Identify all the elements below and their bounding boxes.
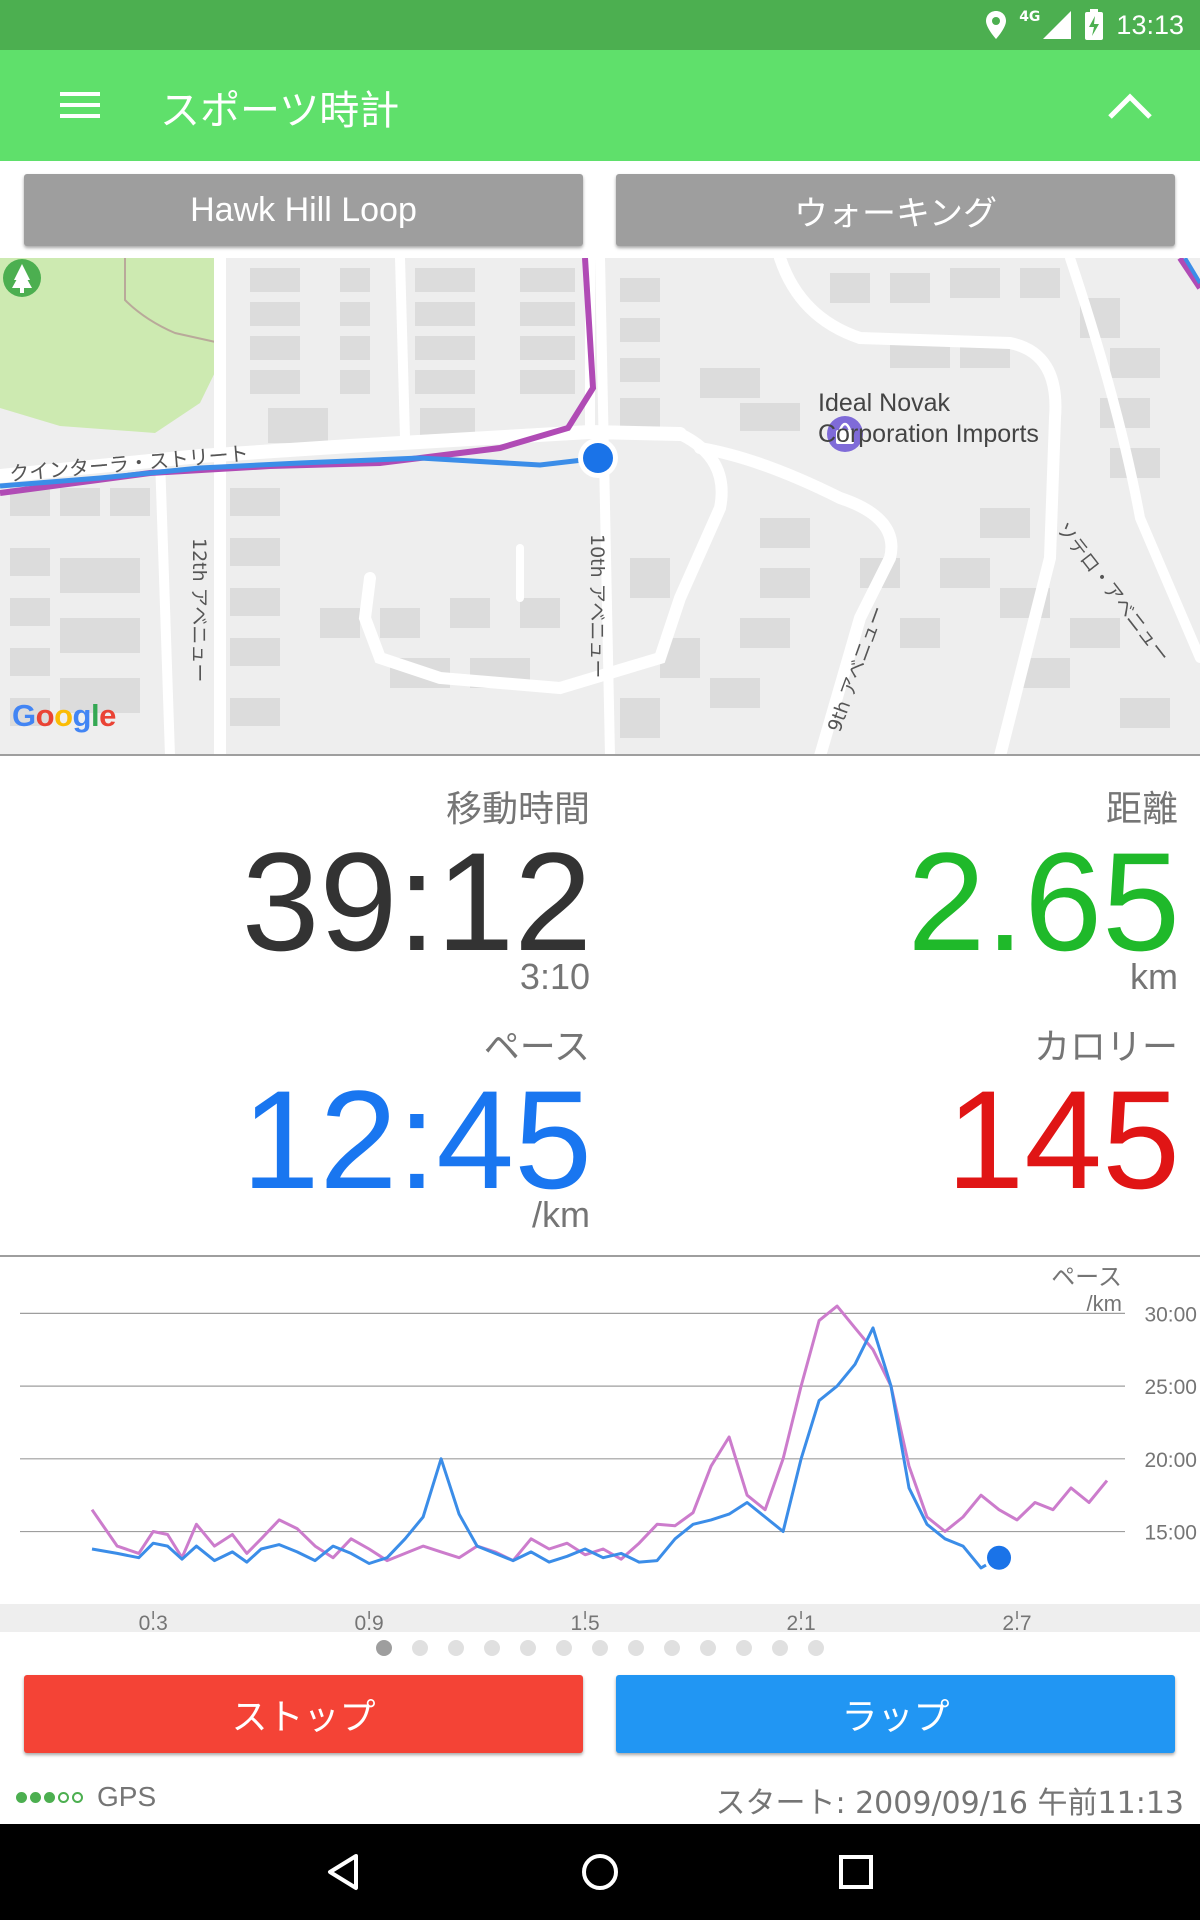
map-canvas <box>0 258 1200 754</box>
battery-charging-icon <box>1085 9 1104 40</box>
chart-y-tick-label: 15:00 <box>1144 1522 1197 1545</box>
system-nav-bar <box>0 1824 1200 1920</box>
map-view[interactable]: Ideal Novak Corporation Imports クインターラ・ス… <box>0 258 1200 756</box>
chart-current-point <box>987 1545 1012 1570</box>
gps-strength-dot <box>30 1791 41 1803</box>
home-button[interactable] <box>570 1842 630 1902</box>
gps-strength-dot <box>72 1791 83 1803</box>
calories-label: カロリー <box>1033 1027 1178 1068</box>
network-type-label: 4G <box>1019 9 1041 25</box>
page-dot[interactable] <box>736 1640 752 1656</box>
chart-y-tick-label: 20:00 <box>1144 1449 1197 1472</box>
moving-time-sub: 3:10 <box>519 956 590 997</box>
page-dot[interactable] <box>376 1640 392 1656</box>
map-street-label-10th: 10th アベニュー <box>586 534 608 679</box>
distance-label: 距離 <box>1105 789 1178 830</box>
chart-y-tick-label: 25:00 <box>1144 1376 1197 1399</box>
page-dot[interactable] <box>556 1640 572 1656</box>
recents-button[interactable] <box>826 1842 886 1902</box>
map-poi-label: Ideal Novak Corporation Imports <box>818 389 1039 448</box>
moving-time-label: 移動時間 <box>445 789 590 830</box>
gps-strength-indicator <box>16 1791 83 1803</box>
page-indicator <box>0 1640 1200 1660</box>
collapse-button[interactable] <box>1100 80 1160 130</box>
chart-x-tick-label: 0.3 <box>139 1612 168 1635</box>
pace-chart-svg: 30:00 25:00 20:00 15:00 ペース/km 0.3 0.9 1.5 2.1 2.… <box>20 1263 1197 1635</box>
location-icon <box>986 11 1007 39</box>
app-bar: スポーツ時計 <box>0 50 1200 161</box>
page-dot[interactable] <box>448 1640 464 1656</box>
home-icon <box>582 1854 618 1890</box>
page-dot[interactable] <box>628 1640 644 1656</box>
menu-icon <box>60 92 100 118</box>
chart-x-tick-label: 2.7 <box>1002 1612 1031 1635</box>
start-time: スタート: 2009/09/16 午前11:13 <box>715 1786 1184 1821</box>
chevron-up-icon <box>1108 93 1152 119</box>
google-logo: Google <box>12 698 116 733</box>
chart-y-tick-label: 30:00 <box>1144 1303 1197 1326</box>
distance-unit: km <box>1130 956 1178 997</box>
pace-value: 12:45 <box>241 1061 592 1218</box>
page-dot[interactable] <box>700 1640 716 1656</box>
page-dot[interactable] <box>412 1640 428 1656</box>
chart-x-tick-label: 2.1 <box>786 1612 815 1635</box>
back-icon <box>328 1854 358 1890</box>
page-dot[interactable] <box>772 1640 788 1656</box>
map-street-label-12th: 12th アベニュー <box>188 538 210 683</box>
status-time: 13:13 <box>1116 9 1184 40</box>
app-title: スポーツ時計 <box>160 88 400 134</box>
menu-button[interactable] <box>50 80 110 130</box>
chart-y-axis-unit: /km <box>1087 1291 1122 1316</box>
gps-strength-dot <box>16 1791 27 1803</box>
gps-strength-dot <box>44 1791 55 1803</box>
chart-x-axis-band <box>0 1604 1200 1632</box>
page-dot[interactable] <box>664 1640 680 1656</box>
page-dot[interactable] <box>592 1640 608 1656</box>
chart-series-line <box>91 1326 1000 1570</box>
status-bar: 4G 13:13 <box>0 0 1200 50</box>
chart-series-line <box>90 1304 1109 1563</box>
moving-time-value: 39:12 <box>241 823 592 980</box>
activity-select-button[interactable]: ウォーキング <box>616 174 1175 246</box>
recents-icon <box>839 1855 873 1889</box>
distance-value: 2.65 <box>907 823 1180 980</box>
chart-y-axis-label: ペース <box>1051 1263 1122 1291</box>
status-icons: 4G 13:13 <box>985 0 1184 50</box>
route-select-button[interactable]: Hawk Hill Loop <box>24 174 583 246</box>
lap-button[interactable]: ラップ <box>616 1675 1175 1753</box>
chart-x-tick-label: 0.9 <box>355 1612 384 1635</box>
gps-label: GPS <box>97 1781 157 1812</box>
calories-value: 145 <box>946 1061 1180 1218</box>
pace-unit: /km <box>532 1194 590 1235</box>
back-button[interactable] <box>314 1842 374 1902</box>
chart-x-tick-label: 1.5 <box>570 1612 599 1635</box>
pace-chart[interactable]: 30:00 25:00 20:00 15:00 ペース/km 0.3 0.9 1.5 2.1 2.… <box>0 1255 1200 1635</box>
page-dot[interactable] <box>520 1640 536 1656</box>
page-dot[interactable] <box>484 1640 500 1656</box>
page-dot[interactable] <box>808 1640 824 1656</box>
pace-label: ペース <box>483 1027 590 1068</box>
stop-button[interactable]: ストップ <box>24 1675 583 1753</box>
gps-status: GPS <box>16 1780 156 1814</box>
gps-strength-dot <box>58 1791 69 1803</box>
signal-icon <box>1043 11 1072 39</box>
